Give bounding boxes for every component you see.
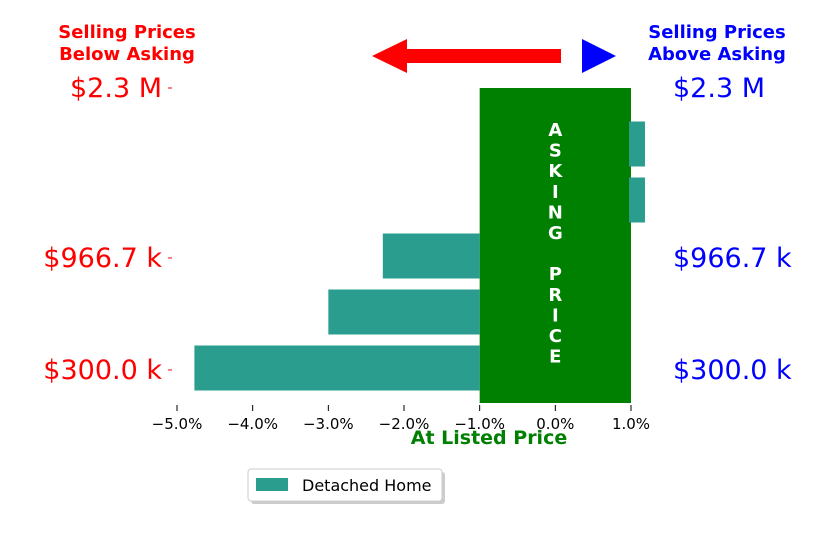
left-title-line1: Selling Prices <box>58 22 195 43</box>
y-tick-label-right: $2.3 M <box>673 73 765 104</box>
right-title-line2: Above Asking <box>648 44 786 65</box>
left-arrow-icon <box>372 39 561 73</box>
right-arrow-icon <box>582 39 616 73</box>
x-tick-label: −4.0% <box>227 415 278 433</box>
asking-letter: S <box>549 141 562 162</box>
bar-0 <box>629 121 645 167</box>
bar-2 <box>382 233 480 279</box>
x-axis-label: At Listed Price <box>411 427 567 449</box>
asking-letter: E <box>549 347 561 368</box>
y-tick-label-left: $966.7 k <box>43 243 162 274</box>
asking-letter: G <box>548 223 563 244</box>
x-tick-label: 1.0% <box>612 415 650 433</box>
x-tick-label: 0.0% <box>536 415 574 433</box>
x-tick-label: −1.0% <box>454 415 505 433</box>
asking-letter: P <box>549 264 562 285</box>
x-tick-label: −3.0% <box>303 415 354 433</box>
x-tick-label: −2.0% <box>379 415 430 433</box>
bar-3 <box>328 289 480 335</box>
x-tick-label: −5.0% <box>152 415 203 433</box>
asking-letter: C <box>549 326 562 347</box>
asking-letter: I <box>552 182 559 203</box>
asking-letter: A <box>548 120 562 141</box>
legend-swatch <box>256 478 288 491</box>
asking-letter: I <box>552 305 559 326</box>
asking-letter: N <box>548 202 563 223</box>
asking-letter: R <box>548 285 562 306</box>
bar-4 <box>194 345 480 391</box>
y-tick-label-right: $300.0 k <box>673 355 792 386</box>
left-title-line2: Below Asking <box>59 44 195 65</box>
y-tick-label-right: $966.7 k <box>673 243 792 274</box>
y-tick-label-left: $300.0 k <box>43 355 162 386</box>
legend-label: Detached Home <box>302 476 432 495</box>
right-title-line1: Selling Prices <box>648 22 785 43</box>
y-tick-label-left: $2.3 M <box>70 73 162 104</box>
legend: Detached Home <box>247 468 445 504</box>
asking-price-band <box>479 88 631 403</box>
bar-1 <box>629 177 645 223</box>
asking-letter: K <box>548 161 563 182</box>
